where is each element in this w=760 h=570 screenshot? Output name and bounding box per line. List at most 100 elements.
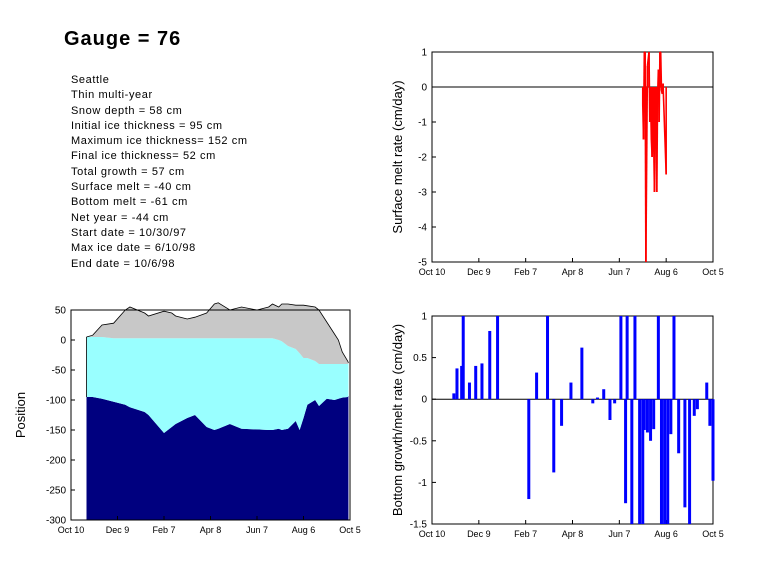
- bottom-rate-bar: [619, 316, 623, 400]
- x-tick-label: Oct 10: [419, 267, 446, 277]
- bottom-rate-bar: [625, 316, 629, 400]
- x-tick-label: Feb 7: [152, 525, 175, 535]
- bottom-rate-bar: [659, 399, 663, 524]
- x-tick-label: Dec 9: [106, 525, 130, 535]
- y-tick-label: -150: [46, 426, 66, 437]
- bottom-rate-bar: [527, 399, 531, 500]
- bottom-rate-bar: [546, 316, 550, 400]
- bottom-rate-bar: [580, 347, 584, 400]
- y-tick-label: -5: [418, 258, 427, 269]
- x-tick-label: Jun 7: [246, 525, 268, 535]
- bottom-rate-bar: [535, 372, 539, 400]
- bottom-rate-bar: [591, 399, 595, 404]
- bottom-rate-bar: [638, 399, 642, 524]
- melt-segment: [656, 97, 659, 193]
- bottom-rate-bar: [455, 368, 459, 400]
- x-tick-label: Aug 6: [292, 525, 316, 535]
- x-tick-label: Oct 5: [339, 525, 361, 535]
- x-tick-label: Oct 5: [702, 267, 724, 277]
- x-tick-label: Apr 8: [200, 525, 222, 535]
- bottom-rate-bar: [711, 399, 715, 481]
- x-tick-label: Oct 10: [58, 525, 85, 535]
- bottom_rate-ylabel: Bottom growth/melt rate (cm/day): [390, 324, 405, 516]
- x-tick-label: Dec 9: [467, 529, 491, 539]
- x-tick-label: Feb 7: [514, 267, 537, 277]
- bottom-rate-bar: [608, 399, 612, 420]
- bottom-rate-bar: [705, 382, 709, 400]
- bottom-rate-bar: [672, 316, 676, 400]
- bottom-rate-bar: [633, 316, 637, 400]
- bottom-rate-bar: [488, 330, 492, 400]
- x-tick-label: Oct 10: [419, 529, 446, 539]
- info-line: Seattle: [71, 74, 110, 86]
- bottom-rate-bar: [630, 399, 634, 524]
- bottom-rate-bar: [560, 399, 564, 426]
- bottom-rate-bar: [452, 393, 456, 400]
- bottom-rate-bar: [666, 399, 670, 524]
- bottom-rate-bar: [474, 365, 478, 400]
- bottom-rate-bar: [656, 316, 660, 400]
- y-tick-label: -300: [46, 516, 66, 527]
- info-line: Thin multi-year: [71, 89, 153, 102]
- x-tick-label: Apr 8: [562, 267, 584, 277]
- info-panel: Seattle Thin multi-year Snow depth = 58 cm…: [71, 73, 248, 272]
- y-tick-label: -0.5: [410, 436, 428, 447]
- surface_melt-frame: [431, 51, 714, 263]
- x-tick-label: Aug 6: [654, 267, 678, 277]
- info-line: End date = 10/6/98: [71, 257, 176, 270]
- y-tick-label: 1: [421, 48, 427, 59]
- bottom-rate-bar: [688, 399, 692, 524]
- bottom-rate-bar: [645, 399, 649, 433]
- bottom-rate-bar: [467, 382, 471, 400]
- y-tick-label: -250: [46, 486, 66, 497]
- position-ylabel: Position: [13, 392, 28, 438]
- y-tick-label: -200: [46, 456, 66, 467]
- bottom-rate-bar: [460, 365, 464, 400]
- info-line: Max ice date = 6/10/98: [71, 242, 196, 255]
- info-line: Surface melt = -40 cm: [71, 181, 192, 194]
- bottom-rate-bar: [649, 399, 653, 441]
- info-line: Start date = 10/30/97: [71, 226, 187, 239]
- info-line: Final ice thickness= 52 cm: [71, 150, 216, 163]
- y-tick-label: -3: [418, 188, 427, 199]
- bottom-rate-bar: [669, 399, 673, 435]
- y-tick-label: -50: [52, 366, 67, 377]
- info-line: Total growth = 57 cm: [71, 165, 185, 178]
- x-tick-label: Aug 6: [654, 529, 678, 539]
- ice-bottom-area: [86, 395, 349, 520]
- y-tick-label: 0: [421, 83, 427, 94]
- bottom-rate-bar: [569, 382, 573, 400]
- y-tick-label: -100: [46, 396, 66, 407]
- y-tick-label: 0.5: [413, 353, 427, 364]
- bottom-rate-bar: [461, 316, 465, 400]
- snow-layer-area: [86, 302, 349, 364]
- y-tick-label: 0: [421, 395, 427, 406]
- bottom-rate-bar: [652, 399, 656, 430]
- bottom-rate-bar: [663, 399, 667, 524]
- bottom-rate-bar: [613, 399, 617, 404]
- y-tick-label: -2: [418, 153, 427, 164]
- x-tick-label: Dec 9: [467, 267, 491, 277]
- x-tick-label: Feb 7: [514, 529, 537, 539]
- bottom-rate-bar: [695, 399, 699, 410]
- bottom-rate-bar: [624, 399, 628, 504]
- bottom-rate-bar: [642, 399, 646, 430]
- y-tick-label: 50: [55, 306, 67, 317]
- info-line: Maximum ice thickness= 152 cm: [71, 135, 248, 148]
- y-tick-label: 1: [421, 312, 427, 323]
- info-line: Net year = -44 cm: [71, 211, 169, 224]
- info-line: Bottom melt = -61 cm: [71, 196, 188, 209]
- melt-segment: [645, 65, 649, 263]
- info-line: Initial ice thickness = 95 cm: [71, 119, 223, 132]
- y-tick-label: -1.5: [410, 520, 428, 531]
- bottom-rate-bar: [683, 399, 687, 508]
- info-line: Snow depth = 58 cm: [71, 104, 183, 117]
- bottom-rate-bar: [708, 399, 712, 426]
- melt-segment: [659, 51, 663, 91]
- snow-surface-line: [86, 302, 349, 363]
- bottom-rate-bar: [692, 399, 696, 416]
- bottom-rate-bar: [480, 363, 484, 400]
- x-tick-label: Oct 5: [702, 529, 724, 539]
- x-tick-label: Apr 8: [562, 529, 584, 539]
- bottom-rate-bar: [552, 399, 556, 473]
